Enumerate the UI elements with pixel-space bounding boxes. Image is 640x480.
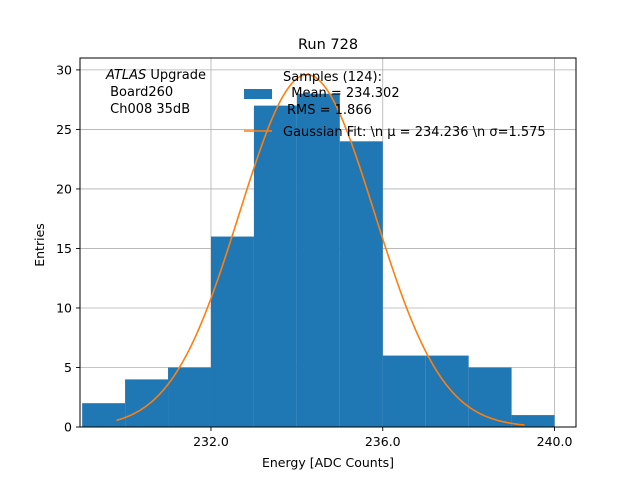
legend-hist-line-3: RMS = 1.866 — [287, 103, 372, 118]
histogram-bar — [168, 367, 211, 427]
atlas-annotation: ATLAS Upgrade Board260 Ch008 35dB — [105, 68, 206, 117]
y-tick-label: 30 — [56, 62, 72, 77]
legend-fit-label: Gaussian Fit: \n μ = 234.236 \n σ=1.575 — [283, 125, 546, 140]
annotation-line-3: Ch008 35dB — [106, 102, 190, 117]
histogram-bar — [125, 379, 169, 427]
histogram-bar — [296, 93, 340, 427]
chart-title: Run 728 — [298, 37, 358, 53]
legend-hist-line-1: Samples (124): — [283, 70, 382, 85]
y-tick-label: 10 — [56, 300, 72, 315]
y-tick-label: 25 — [56, 122, 72, 137]
y-axis-ticks: 0 5 10 15 20 25 30 — [56, 62, 80, 435]
gaussian-fit — [116, 73, 525, 426]
y-tick-label: 0 — [64, 420, 72, 435]
histogram-bar — [253, 105, 297, 427]
axes-frame — [79, 57, 577, 428]
histogram-bar — [210, 236, 254, 427]
x-tick-label: 232.0 — [193, 434, 229, 449]
legend: Samples (124): Mean = 234.302 RMS = 1.86… — [244, 70, 546, 140]
histogram-bar — [382, 355, 426, 427]
y-tick-label: 20 — [56, 181, 72, 196]
legend-hist-line-2: Mean = 234.302 — [283, 86, 400, 101]
annotation-line-2: Board260 — [106, 85, 173, 100]
legend-hist-swatch — [244, 89, 272, 99]
x-tick-label: 236.0 — [365, 434, 401, 449]
y-tick-label: 5 — [64, 360, 72, 375]
y-axis-label: Entries — [32, 223, 47, 267]
annotation-line-1: ATLAS Upgrade — [105, 68, 206, 83]
histogram-bar — [468, 367, 512, 427]
x-axis-ticks: 232.0 236.0 240.0 — [193, 427, 572, 449]
histogram-bars — [82, 93, 555, 428]
gaussian-fit-curve — [116, 73, 525, 426]
histogram-bar — [425, 355, 469, 427]
histogram-bar — [511, 415, 555, 427]
x-tick-label: 240.0 — [537, 434, 573, 449]
histogram-bar — [82, 403, 126, 427]
histogram-bar — [339, 141, 383, 428]
annotation-atlas: ATLAS — [105, 68, 146, 83]
annotation-upgrade: Upgrade — [146, 68, 206, 83]
x-axis-label: Energy [ADC Counts] — [262, 455, 394, 470]
y-tick-label: 15 — [56, 241, 72, 256]
